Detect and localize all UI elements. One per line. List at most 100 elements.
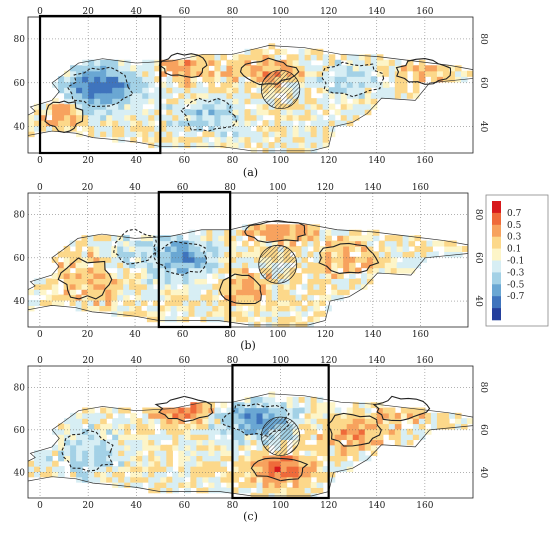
field-cell bbox=[206, 262, 213, 269]
field-cell bbox=[178, 412, 185, 419]
field-cell bbox=[230, 267, 237, 274]
field-cell bbox=[256, 402, 264, 409]
field-cell bbox=[248, 272, 255, 279]
field-cell bbox=[164, 278, 172, 285]
field-cell bbox=[304, 455, 312, 462]
field-cell bbox=[182, 310, 190, 317]
field-cell bbox=[214, 428, 222, 435]
field-cell bbox=[250, 136, 258, 143]
field-cell bbox=[52, 109, 59, 116]
field-cell bbox=[304, 418, 312, 425]
field-cell bbox=[340, 418, 348, 425]
field-cell bbox=[360, 278, 368, 285]
field-cell bbox=[334, 87, 342, 94]
field-cell bbox=[140, 310, 148, 317]
field-cell bbox=[388, 59, 396, 66]
field-cell bbox=[154, 439, 161, 446]
field-cell bbox=[242, 289, 249, 296]
x-tick-top: 20 bbox=[82, 183, 94, 193]
field-cell bbox=[142, 466, 149, 472]
field-cell bbox=[262, 450, 270, 457]
field-cell bbox=[337, 294, 344, 301]
x-tick-bottom: 120 bbox=[317, 330, 334, 340]
field-cell bbox=[220, 70, 228, 77]
field-cell bbox=[316, 114, 324, 121]
field-cell bbox=[220, 76, 228, 83]
field-cell bbox=[250, 471, 258, 478]
field-cell bbox=[176, 256, 184, 263]
field-cell bbox=[142, 434, 149, 441]
field-cell bbox=[265, 235, 273, 242]
field-cell bbox=[307, 294, 315, 301]
field-cell bbox=[202, 92, 210, 99]
field-cell bbox=[352, 54, 360, 61]
field-cell bbox=[202, 65, 210, 72]
field-cell bbox=[232, 142, 240, 149]
field-cell bbox=[346, 109, 354, 116]
field-cell bbox=[230, 310, 237, 317]
field-cell bbox=[118, 434, 125, 441]
field-cell bbox=[226, 418, 234, 425]
field-cell bbox=[226, 450, 234, 457]
field-cell bbox=[94, 92, 101, 99]
field-cell bbox=[313, 316, 320, 323]
field-cell bbox=[160, 131, 167, 138]
field-cell bbox=[238, 142, 246, 149]
significance-contour bbox=[113, 228, 157, 265]
y-tick-right: 40 bbox=[473, 295, 483, 307]
field-cell bbox=[292, 109, 300, 116]
field-cell bbox=[166, 114, 173, 121]
field-cell bbox=[343, 229, 350, 236]
field-cell bbox=[105, 235, 112, 242]
field-cell bbox=[349, 235, 356, 242]
field-cell bbox=[136, 131, 143, 138]
field-cell bbox=[129, 251, 136, 258]
field-cell bbox=[123, 305, 130, 312]
field-cell bbox=[328, 87, 336, 94]
field-cell bbox=[39, 283, 47, 290]
field-cell bbox=[355, 229, 362, 236]
field-cell bbox=[232, 407, 240, 414]
field-cell bbox=[400, 428, 408, 435]
field-cell bbox=[268, 402, 276, 409]
highlight-box bbox=[231, 363, 330, 500]
field-cell bbox=[250, 434, 258, 441]
field-cell bbox=[160, 476, 167, 483]
field-cell bbox=[136, 476, 143, 483]
field-cell bbox=[182, 294, 190, 301]
field-cell bbox=[262, 131, 270, 138]
field-cell bbox=[105, 294, 112, 301]
field-cell bbox=[316, 396, 324, 403]
field-cell bbox=[358, 402, 366, 409]
field-cell bbox=[164, 305, 172, 312]
field-cell bbox=[364, 87, 372, 94]
field-cell bbox=[253, 321, 261, 327]
field-cell bbox=[178, 87, 185, 94]
field-cell bbox=[396, 267, 404, 274]
field-cell bbox=[328, 428, 336, 435]
field-cell bbox=[364, 418, 372, 425]
field-cell bbox=[124, 70, 131, 77]
field-cell bbox=[58, 120, 65, 127]
field-cell bbox=[194, 267, 202, 274]
field-cell bbox=[202, 439, 210, 446]
field-cell bbox=[112, 428, 119, 435]
field-cell bbox=[292, 147, 300, 153]
field-cell bbox=[88, 76, 95, 83]
field-cell bbox=[274, 402, 282, 409]
field-cell bbox=[154, 136, 161, 143]
field-cell bbox=[154, 76, 161, 83]
field-cell bbox=[244, 460, 252, 467]
field-cell bbox=[370, 418, 378, 425]
field-cell bbox=[337, 278, 344, 285]
field-cell bbox=[111, 294, 118, 301]
field-cell bbox=[188, 245, 196, 252]
field-cell bbox=[292, 460, 300, 467]
field-cell bbox=[130, 423, 137, 430]
field-cell bbox=[277, 321, 285, 327]
field-cell bbox=[123, 262, 130, 269]
field-cell bbox=[358, 103, 366, 110]
field-cell bbox=[148, 70, 155, 77]
field-cell bbox=[349, 267, 356, 274]
field-cell bbox=[136, 98, 143, 105]
